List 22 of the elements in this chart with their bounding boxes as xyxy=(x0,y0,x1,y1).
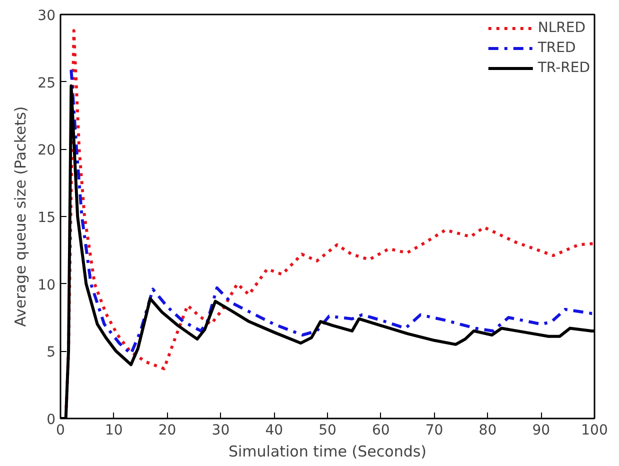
x-tick-label: 50 xyxy=(318,422,336,438)
y-tick-label: 25 xyxy=(38,75,56,92)
legend-label: NLRED xyxy=(538,20,586,36)
y-tick-label: 20 xyxy=(38,142,56,159)
legend-label: TR-RED xyxy=(538,60,590,76)
y-tick-label: 10 xyxy=(38,277,56,294)
y-axis-title: Average queue size (Packets) xyxy=(12,106,30,327)
x-tick-label: 40 xyxy=(265,422,284,438)
x-tick-label: 30 xyxy=(212,422,230,438)
legend-label: TRED xyxy=(538,40,576,56)
x-tick-label: 20 xyxy=(158,422,176,438)
x-tick-label: 60 xyxy=(372,422,390,438)
x-axis-title: Simulation time (Seconds) xyxy=(228,442,427,460)
y-tick-label: 0 xyxy=(46,412,56,428)
y-tick-label: 15 xyxy=(38,210,56,226)
x-tick-label: 100 xyxy=(581,422,608,438)
x-tick-label: 80 xyxy=(478,422,497,438)
x-tick-label: 10 xyxy=(104,422,123,438)
y-tick-label: 5 xyxy=(46,344,56,361)
x-tick-label: 90 xyxy=(532,422,550,438)
x-tick-label: 70 xyxy=(425,422,444,438)
y-tick-label: 30 xyxy=(38,8,56,24)
